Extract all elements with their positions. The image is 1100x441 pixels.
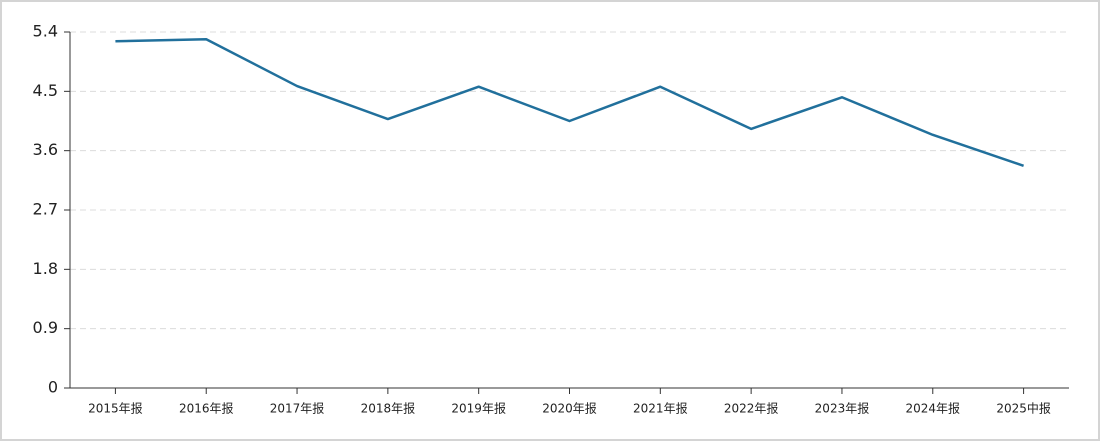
- x-tick-label: 2021年报: [633, 401, 688, 416]
- x-tick-label: 2018年报: [361, 401, 416, 416]
- x-tick-label: 2016年报: [179, 401, 234, 416]
- y-tick-label: 5.4: [33, 22, 58, 41]
- line: [115, 38, 1024, 168]
- x-tick-label: 2017年报: [270, 401, 325, 416]
- x-tick-label: 2020年报: [542, 401, 597, 416]
- x-tick-label: 2015年报: [88, 401, 143, 416]
- y-tick-label: 2.7: [33, 200, 58, 219]
- x-tick-label: 2019年报: [451, 401, 506, 416]
- x-tick-label: 2022年报: [724, 401, 779, 416]
- y-tick-label: 1.8: [33, 259, 58, 278]
- x-tick-label: 2024年报: [905, 401, 960, 416]
- x-tick-label: 2025中报: [996, 401, 1051, 416]
- y-tick-label: 3.6: [33, 140, 58, 159]
- y-tick-label: 0.9: [33, 318, 58, 337]
- y-tick-label: 0: [48, 378, 58, 397]
- x-tick-label: 2023年报: [815, 401, 870, 416]
- y-tick-label: 4.5: [33, 81, 58, 100]
